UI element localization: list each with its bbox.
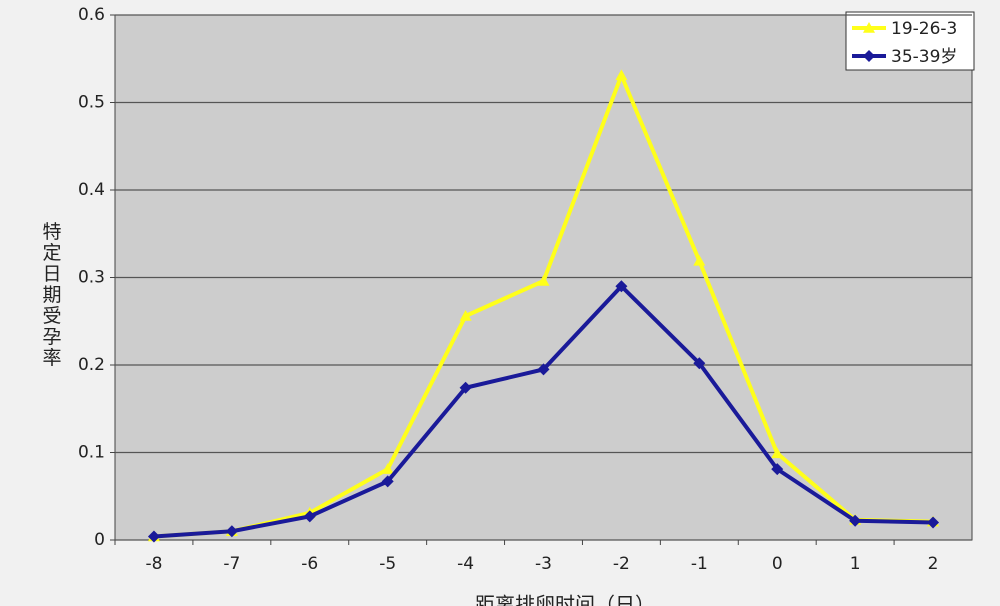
legend-box [845, 11, 975, 71]
legend-label: 19-26-3 [891, 19, 957, 39]
y-tick-label: 0.1 [78, 443, 105, 463]
legend: 19-26-3 35-39岁 [845, 11, 975, 71]
y-tick-label: 0.5 [78, 93, 105, 113]
legend-marker [863, 50, 875, 62]
x-tick-label: -3 [535, 554, 552, 574]
point-marker [303, 510, 316, 523]
point-marker [381, 463, 394, 474]
y-tick-label: 0.6 [78, 5, 105, 25]
y-tick-label: 0.2 [78, 355, 105, 375]
y-axis-label: 特定日期受孕率 [40, 221, 62, 368]
point-marker [381, 475, 394, 488]
x-tick-label: 1 [850, 554, 861, 574]
x-tick-label: -8 [145, 554, 162, 574]
point-marker [615, 280, 628, 293]
point-marker [147, 530, 160, 543]
x-tick-label: -5 [379, 554, 396, 574]
x-tick-label: -2 [613, 554, 630, 574]
point-marker [771, 463, 784, 476]
point-marker [225, 525, 238, 538]
legend-marker [863, 22, 875, 33]
x-tick-label: -6 [301, 554, 318, 574]
point-marker [771, 447, 784, 459]
point-marker [693, 254, 706, 266]
y-tick-label: 0 [94, 530, 105, 550]
x-tick-label: 2 [928, 554, 939, 574]
x-tick-label: 0 [772, 554, 783, 574]
legend-label: 35-39岁 [891, 47, 957, 67]
point-marker [459, 310, 472, 321]
y-tick-label: 0.3 [78, 268, 105, 288]
point-marker [537, 275, 550, 286]
x-tick-label: -7 [223, 554, 240, 574]
point-marker [693, 357, 706, 370]
x-tick-label: -4 [457, 554, 474, 574]
y-tick-label: 0.4 [78, 180, 105, 200]
point-marker [615, 69, 628, 81]
x-axis-label: 距离排卵时间（日） [475, 593, 655, 606]
point-marker [927, 516, 940, 529]
point-marker [849, 514, 862, 527]
x-tick-label: -1 [691, 554, 708, 574]
legend-entries: 19-26-3 35-39岁 [852, 19, 957, 67]
point-marker [537, 363, 550, 376]
point-marker [459, 381, 472, 394]
